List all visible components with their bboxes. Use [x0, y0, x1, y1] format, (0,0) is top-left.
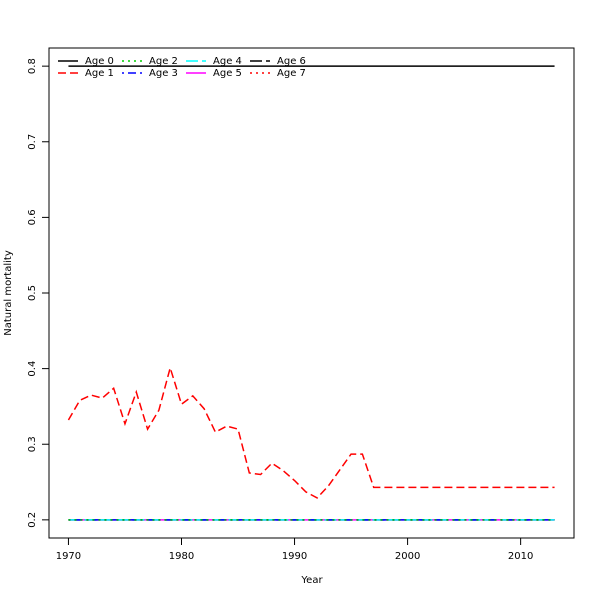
plot-frame — [48, 47, 575, 539]
x-tick-label: 1970 — [56, 551, 81, 562]
y-tick-label: 0.3 — [27, 436, 38, 452]
legend-label: Age 5 — [213, 68, 242, 79]
legend-label: Age 7 — [277, 68, 306, 79]
series-line — [67, 365, 555, 499]
x-tick-label: 1980 — [169, 551, 194, 562]
y-tick-label: 0.4 — [27, 361, 38, 377]
y-tick-label: 0.6 — [27, 209, 38, 225]
legend-label: Age 4 — [213, 56, 242, 67]
y-tick-label: 0.8 — [27, 58, 38, 74]
x-tick-label: 2010 — [508, 551, 533, 562]
y-axis-label: Natural mortality — [3, 250, 14, 336]
x-tick-label: 2000 — [395, 551, 420, 562]
x-tick-label: 1990 — [282, 551, 307, 562]
y-tick-label: 0.2 — [27, 512, 38, 528]
legend-label: Age 1 — [85, 68, 114, 79]
legend-label: Age 3 — [149, 68, 178, 79]
legend-label: Age 0 — [85, 56, 114, 67]
legend-label: Age 2 — [149, 56, 178, 67]
legend-label: Age 6 — [277, 56, 306, 67]
x-axis-label: Year — [300, 575, 323, 586]
y-tick-label: 0.7 — [27, 134, 38, 150]
y-tick-label: 0.5 — [27, 285, 38, 301]
